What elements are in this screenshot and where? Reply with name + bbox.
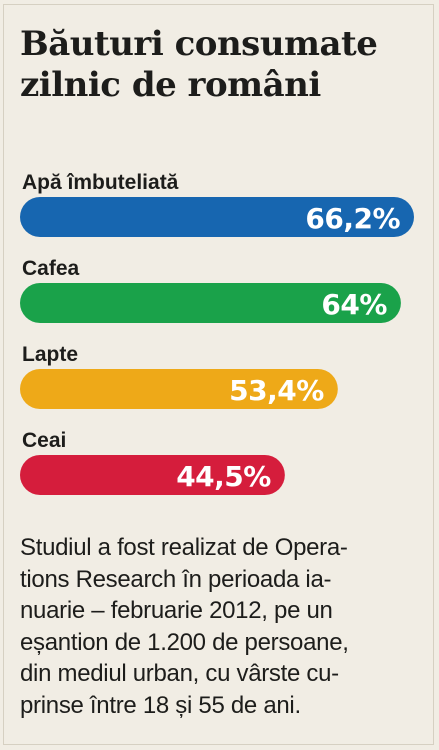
chart-title: Băuturi consumate zilnic de români xyxy=(20,24,420,106)
bar-3 xyxy=(20,455,285,495)
note-line-3: nuarie – februarie 2012, pe un xyxy=(20,597,333,624)
methodology-note: Studiul a fost realizat de Opera- tions … xyxy=(20,532,420,721)
infographic-frame xyxy=(3,4,434,745)
chart-title-line-2: zilnic de români xyxy=(20,65,321,105)
note-line-1: Studiul a fost realizat de Opera- xyxy=(20,534,348,561)
bar-label-2: Lapte xyxy=(22,343,78,366)
bar-value-label-2: 53,4% xyxy=(229,374,324,407)
note-line-4: eșantion de 1.200 de persoane, xyxy=(20,628,349,656)
bar-label-1: Cafea xyxy=(22,257,80,280)
bar-label-0: Apă îmbuteliată xyxy=(22,171,179,194)
chart-title-line-1: Băuturi consumate xyxy=(20,24,378,64)
bar-0 xyxy=(20,197,414,237)
bar-1 xyxy=(20,283,401,323)
bar-chart: Apă îmbuteliată 66,2% Cafea 64% Lapte 53,4% Ce… xyxy=(20,171,414,495)
bar-series: Apă îmbuteliată 66,2% Cafea 64% Lapte 53,4% Ce… xyxy=(20,171,414,495)
bar-value-label-3: 44,5% xyxy=(176,460,271,493)
bar-value-label-0: 66,2% xyxy=(305,202,400,235)
note-line-5: din mediul urban, cu vârste cu- xyxy=(20,660,339,687)
bar-2 xyxy=(20,369,338,409)
note-line-2: tions Research în perioada ia- xyxy=(20,565,332,593)
note-line-6: prinse între 18 și 55 de ani. xyxy=(20,691,301,719)
bar-label-3: Ceai xyxy=(22,429,66,452)
bar-value-label-1: 64% xyxy=(321,288,387,321)
